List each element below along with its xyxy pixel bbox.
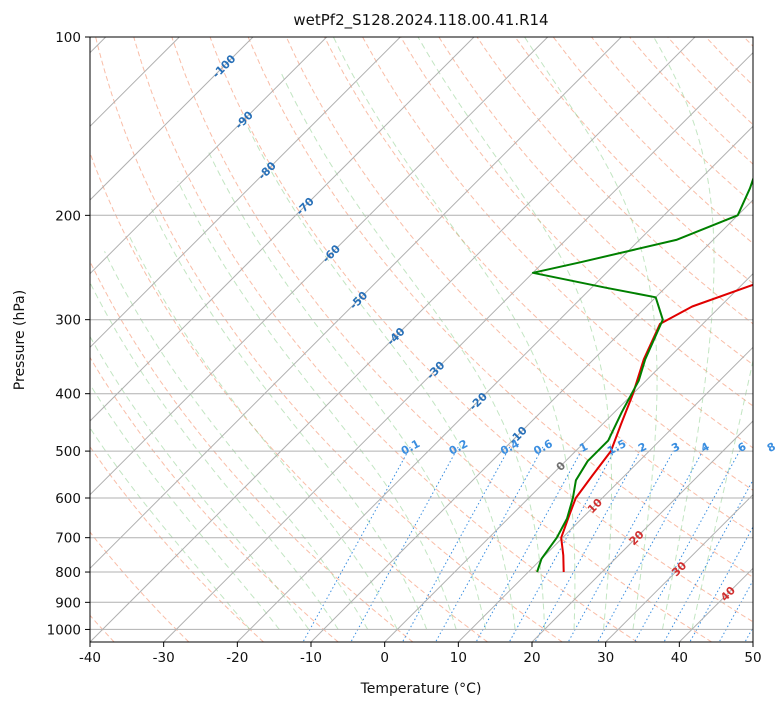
- background-lines: [90, 37, 753, 642]
- dry-adiabat: [90, 260, 414, 642]
- y-tick-label: 300: [55, 313, 81, 329]
- x-axis: -40 -30 -20 -10 0 10 20 30 40 50: [79, 642, 762, 666]
- mixing-ratio-line: [634, 446, 743, 642]
- x-tick-label: 30: [597, 650, 614, 666]
- mixing-ratio-line: [435, 446, 544, 642]
- moist-adiabat: [241, 113, 516, 630]
- isotherm: [90, 37, 696, 642]
- dry-adiabat: [438, 37, 753, 366]
- dewpoint-line: [531, 176, 753, 573]
- y-tick-label: 1000: [47, 622, 81, 638]
- isotherm: [531, 420, 753, 642]
- isotherm: [90, 37, 622, 570]
- y-axis: 100 200 300 400 500 600 700 800 900 1000: [47, 30, 90, 638]
- dry-adiabat: [90, 531, 190, 642]
- x-tick-label: 50: [744, 650, 761, 666]
- y-axis-label: Pressure (hPa): [12, 290, 28, 390]
- isotherm: [90, 37, 254, 201]
- moist-adiabat: [524, 37, 658, 630]
- y-tick-label: 600: [55, 491, 81, 507]
- y-tick-label: 400: [55, 387, 81, 403]
- moist-adiabat: [653, 37, 715, 630]
- dry-adiabat: [552, 37, 753, 245]
- dry-adiabat: [209, 37, 753, 623]
- mixing-ratio-line: [350, 446, 459, 642]
- isotherm: [163, 51, 753, 642]
- y-tick-label: 800: [55, 565, 81, 581]
- dry-adiabat: [247, 37, 753, 578]
- moist-adiabat: [104, 251, 369, 630]
- mixing-ratio-line: [402, 446, 511, 642]
- mixing-ratio-line: [534, 446, 643, 642]
- isotherm: [90, 37, 401, 349]
- isotherm: [384, 272, 753, 642]
- x-tick-label: 10: [450, 650, 467, 666]
- x-tick-label: -10: [300, 650, 322, 666]
- mixing-ratio-line: [302, 446, 411, 642]
- mixing-ratio-line: [718, 579, 753, 642]
- moist-adiabat: [90, 427, 251, 630]
- dry-adiabat: [629, 37, 753, 165]
- isotherm: [90, 37, 328, 275]
- x-tick-label: 20: [523, 650, 540, 666]
- dry-adiabat: [362, 37, 753, 449]
- mixing-ratio-line: [567, 446, 676, 642]
- x-axis-label: Temperature (°C): [360, 681, 482, 697]
- moist-adiabat: [90, 383, 280, 630]
- moist-adiabat: [151, 208, 428, 630]
- chart-title: wetPf2_S128.2024.118.00.41.R14: [293, 11, 548, 30]
- y-tick-label: 700: [55, 531, 81, 547]
- x-tick-label: -20: [226, 650, 248, 666]
- moist-adiabat: [127, 233, 398, 630]
- dry-adiabat: [171, 37, 712, 642]
- plot-frame: [89, 36, 754, 643]
- isotherm: [310, 199, 753, 642]
- y-tick-label: 900: [55, 595, 81, 611]
- dry-adiabat: [133, 37, 638, 642]
- mixing-ratio-line: [475, 446, 584, 642]
- mixing-ratio-line: [597, 446, 706, 642]
- moist-adiabat: [207, 149, 487, 630]
- isotherm: [457, 346, 753, 642]
- isotherm: [236, 125, 753, 642]
- mixing-ratio-label: 8: [765, 440, 775, 455]
- dry-adiabat: [324, 37, 753, 491]
- mixing-ratio-line: [508, 446, 617, 642]
- profile-lines: [531, 176, 753, 573]
- moist-adiabat: [90, 281, 339, 630]
- x-tick-label: 40: [671, 650, 688, 666]
- moist-adiabat: [177, 180, 457, 630]
- dry-adiabat: [400, 37, 753, 407]
- y-tick-label: 100: [55, 30, 81, 46]
- y-tick-label: 500: [55, 444, 81, 460]
- x-tick-label: -30: [153, 650, 175, 666]
- isotherm: [90, 37, 475, 422]
- y-tick-label: 200: [55, 208, 81, 224]
- mixing-ratio-line: [663, 479, 753, 642]
- x-tick-label: 0: [380, 650, 389, 666]
- dry-adiabat: [90, 356, 339, 642]
- moist-adiabat: [417, 37, 612, 630]
- x-tick-label: -40: [79, 650, 101, 666]
- mixing-ratio-line: [689, 525, 753, 642]
- moist-adiabat: [691, 358, 753, 630]
- moist-adiabat: [280, 72, 546, 630]
- isotherm: [90, 37, 549, 496]
- isotherm: [605, 493, 753, 642]
